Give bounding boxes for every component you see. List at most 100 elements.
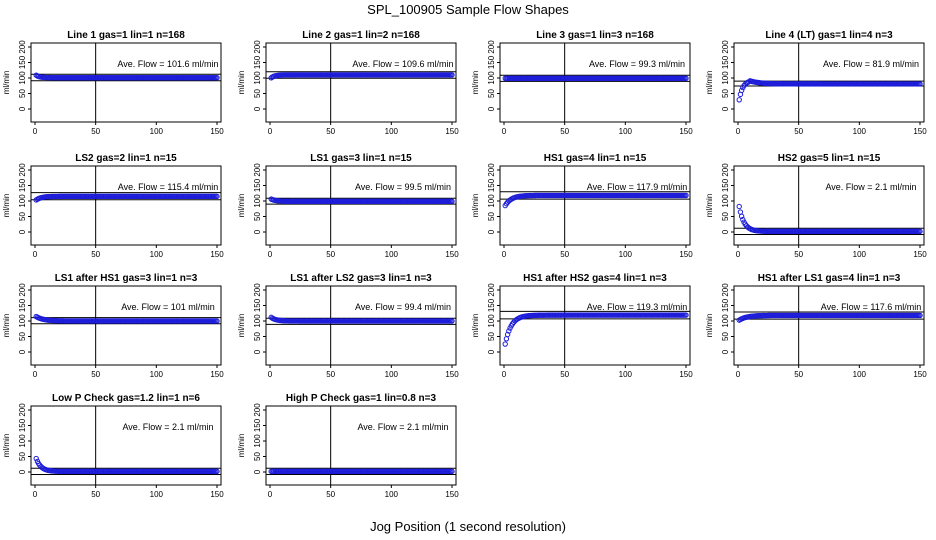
x-tick-label: 50 — [326, 250, 335, 259]
y-axis-label: ml/min — [237, 71, 246, 95]
data-point — [502, 341, 508, 347]
x-tick-label: 150 — [445, 490, 459, 499]
x-tick-label: 0 — [268, 250, 273, 259]
flow-annotation: Ave. Flow = 2.1 ml/min — [825, 182, 916, 192]
y-tick-label: 50 — [721, 89, 730, 98]
y-tick-label: 0 — [721, 229, 730, 234]
x-tick-label: 150 — [913, 127, 927, 136]
y-tick-label: 100 — [487, 314, 496, 328]
y-tick-label: 150 — [487, 55, 496, 69]
y-tick-label: 0 — [253, 469, 262, 474]
x-tick-label: 100 — [150, 127, 164, 136]
plot-frame — [733, 285, 925, 366]
flow-annotation: Ave. Flow = 115.4 ml/min — [118, 182, 218, 192]
data-point — [503, 336, 510, 342]
y-tick-label: 50 — [487, 89, 496, 98]
x-tick-label: 0 — [268, 370, 273, 379]
x-tick-label: 50 — [560, 127, 569, 136]
subplot-title: LS1 gas=3 lin=1 n=15 — [310, 153, 412, 164]
x-tick-label: 150 — [679, 370, 693, 379]
y-tick-label: 100 — [253, 194, 262, 208]
data-point — [683, 312, 689, 318]
x-tick-label: 100 — [385, 250, 399, 259]
subplot-title: Line 1 gas=1 lin=1 n=168 — [67, 30, 185, 41]
y-tick-label: 150 — [253, 418, 262, 432]
subplot: Line 3 gas=1 lin=3 n=168ml/min0501001502… — [471, 30, 693, 136]
y-axis-label: ml/min — [2, 314, 11, 338]
plot-frame — [733, 165, 925, 246]
y-tick-label: 200 — [18, 403, 27, 417]
x-tick-label: 150 — [210, 490, 224, 499]
y-tick-label: 150 — [721, 298, 730, 312]
y-tick-label: 50 — [18, 452, 27, 461]
y-tick-label: 50 — [18, 89, 27, 98]
plot-frame — [265, 405, 457, 486]
flow-annotation: Ave. Flow = 117.9 ml/min — [587, 182, 687, 192]
y-tick-label: 150 — [18, 178, 27, 192]
y-tick-label: 200 — [721, 163, 730, 177]
y-tick-label: 50 — [253, 332, 262, 341]
y-tick-label: 0 — [487, 349, 496, 354]
data-point — [449, 198, 455, 205]
data-point — [33, 455, 39, 462]
y-tick-label: 150 — [253, 55, 262, 69]
y-tick-label: 0 — [253, 349, 262, 354]
x-tick-label: 0 — [736, 127, 741, 136]
y-axis-label: ml/min — [705, 314, 714, 338]
y-axis-label: ml/min — [2, 71, 11, 95]
y-tick-label: 200 — [487, 163, 496, 177]
y-tick-label: 200 — [253, 403, 262, 417]
x-tick-label: 50 — [91, 370, 100, 379]
y-tick-label: 200 — [18, 40, 27, 54]
y-axis-label: ml/min — [237, 194, 246, 218]
y-tick-label: 0 — [487, 229, 496, 234]
y-tick-label: 100 — [253, 434, 262, 448]
x-tick-label: 100 — [385, 490, 399, 499]
subplot: High P Check gas=1 lin=0.8 n=3 ml/min 0 50 1… — [237, 393, 459, 499]
y-tick-label: 50 — [721, 212, 730, 221]
y-tick-label: 100 — [18, 194, 27, 208]
data-point — [449, 72, 455, 78]
y-tick-label: 50 — [721, 332, 730, 341]
x-tick-label: 50 — [91, 490, 100, 499]
x-tick-label: 0 — [268, 490, 273, 499]
y-tick-label: 100 — [487, 71, 496, 85]
y-tick-label: 50 — [253, 212, 262, 221]
subplot-title: Line 3 gas=1 lin=3 n=168 — [536, 30, 654, 41]
y-axis-label: ml/min — [237, 434, 246, 458]
data-point — [683, 75, 689, 82]
subplot-title: LS1 after LS2 gas=3 lin=1 n=3 — [290, 273, 432, 284]
subplot: HS1 after HS2 gas=4 lin=1 n=3 ml/min 0 50 10… — [471, 273, 693, 379]
x-tick-label: 50 — [560, 370, 569, 379]
data-point — [738, 87, 745, 94]
y-tick-label: 50 — [18, 332, 27, 341]
y-tick-label: 100 — [253, 314, 262, 328]
x-tick-label: 100 — [619, 127, 633, 136]
x-tick-label: 50 — [326, 127, 335, 136]
flow-annotation: Ave. Flow = 119.3 ml/min — [587, 302, 687, 312]
x-tick-label: 150 — [445, 250, 459, 259]
flow-annotation: Ave. Flow = 101.6 ml/min — [117, 59, 218, 69]
flow-annotation: Ave. Flow = 117.6 ml/min — [821, 302, 921, 312]
y-tick-label: 200 — [253, 283, 262, 297]
y-tick-label: 150 — [721, 178, 730, 192]
data-point — [737, 209, 744, 215]
y-axis-label: ml/min — [2, 194, 11, 218]
subplot-title: HS1 after LS1 gas=4 lin=1 n=3 — [758, 273, 901, 284]
data-point — [917, 228, 923, 235]
x-tick-label: 100 — [619, 370, 633, 379]
x-tick-label: 50 — [794, 250, 803, 259]
x-tick-label: 0 — [502, 250, 507, 259]
x-tick-label: 100 — [853, 127, 867, 136]
y-tick-label: 0 — [18, 106, 27, 111]
flow-annotation: Ave. Flow = 81.9 ml/min — [823, 59, 919, 69]
y-tick-label: 0 — [721, 349, 730, 354]
y-tick-label: 200 — [18, 283, 27, 297]
y-tick-label: 200 — [253, 163, 262, 177]
data-point — [504, 331, 511, 338]
y-tick-label: 150 — [18, 418, 27, 432]
y-tick-label: 0 — [18, 469, 27, 474]
